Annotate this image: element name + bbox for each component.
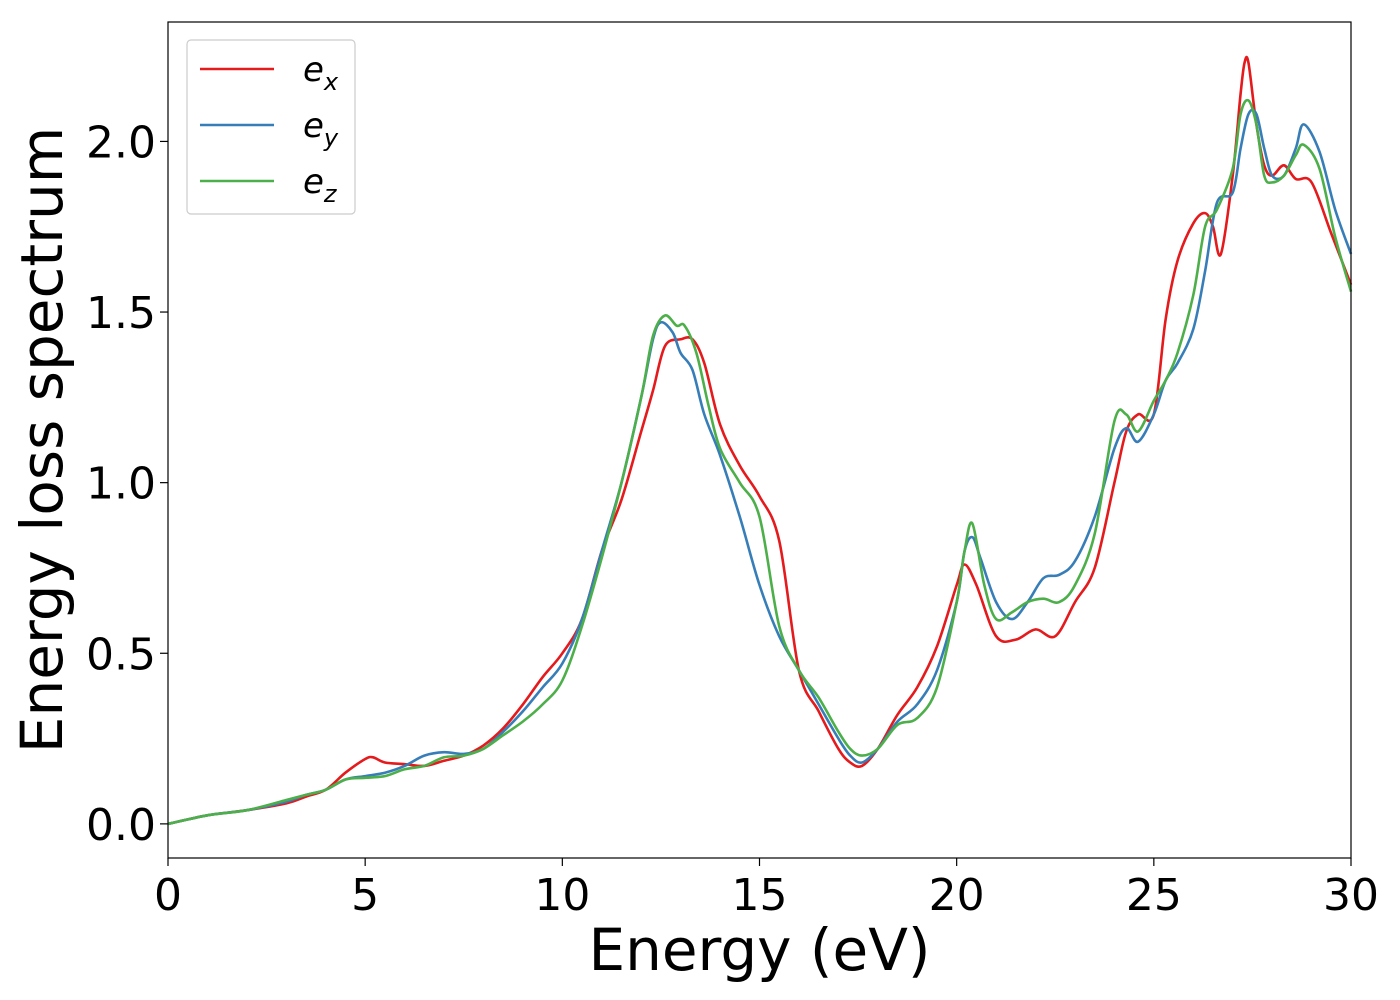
legend: ex ey ez bbox=[186, 39, 356, 215]
x-tick-label: 5 bbox=[351, 870, 379, 921]
y-tick-label: 0.0 bbox=[86, 800, 156, 851]
legend-label-z: ez bbox=[303, 162, 338, 208]
x-tick-label: 25 bbox=[1126, 870, 1182, 921]
y-tick-label: 2.0 bbox=[86, 117, 156, 168]
series-line-x bbox=[167, 55, 1353, 826]
y-axis-label: Energy loss spectrum bbox=[8, 127, 76, 753]
x-axis-label: Energy (eV) bbox=[588, 916, 930, 984]
legend-label-y: ey bbox=[303, 106, 339, 152]
plot-background bbox=[168, 22, 1351, 858]
x-tick-label: 10 bbox=[534, 870, 590, 921]
x-tick-label: 20 bbox=[929, 870, 985, 921]
legend-label-x: ex bbox=[303, 50, 339, 96]
y-tick-label: 0.5 bbox=[86, 629, 156, 680]
series-layer bbox=[167, 55, 1353, 826]
series-line-y bbox=[167, 108, 1353, 826]
x-tick-label: 0 bbox=[154, 870, 182, 921]
y-axis-ticks: 0.0 0.5 1.0 1.5 2.0 bbox=[86, 117, 168, 851]
series-line-z bbox=[167, 98, 1353, 826]
legend-box bbox=[186, 39, 356, 215]
y-tick-label: 1.0 bbox=[86, 459, 156, 510]
x-axis-ticks: 0 5 10 15 20 25 30 bbox=[154, 858, 1379, 921]
y-tick-label: 1.5 bbox=[86, 288, 156, 339]
x-tick-label: 15 bbox=[732, 870, 788, 921]
x-tick-label: 30 bbox=[1323, 870, 1379, 921]
